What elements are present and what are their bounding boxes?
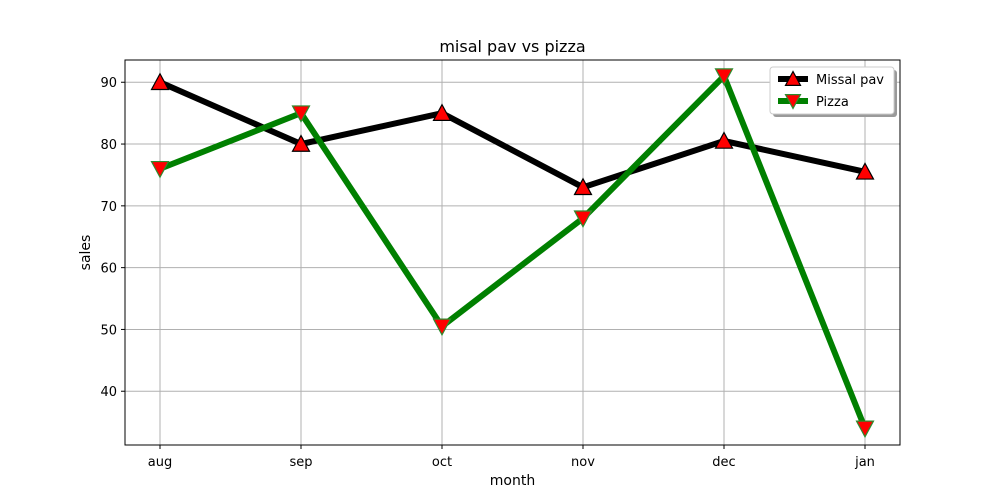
y-tick-label: 70 bbox=[100, 200, 117, 215]
x-tick-label: dec bbox=[712, 455, 735, 470]
y-tick-label: 50 bbox=[100, 323, 117, 338]
legend: Missal pav Pizza bbox=[769, 66, 897, 117]
series-0-point bbox=[291, 134, 311, 152]
x-tick-label: sep bbox=[289, 455, 312, 470]
series-0-point bbox=[714, 131, 734, 149]
x-axis-label: month bbox=[490, 473, 535, 489]
x-tick-label: nov bbox=[571, 455, 595, 470]
x-tick-label: jan bbox=[854, 455, 875, 470]
y-tick-label: 80 bbox=[100, 138, 117, 153]
series-1-point bbox=[714, 68, 734, 86]
x-tick-label: oct bbox=[432, 455, 452, 470]
series-0-point bbox=[432, 103, 452, 121]
series-1-point bbox=[291, 105, 311, 123]
series-line-1 bbox=[158, 73, 868, 430]
series-0-point bbox=[150, 72, 170, 91]
chart-title: misal pav vs pizza bbox=[439, 37, 585, 56]
legend-label-0: Missal pav bbox=[816, 73, 884, 88]
legend-marker-0 bbox=[784, 70, 802, 86]
series-1-point bbox=[432, 318, 452, 337]
series-layer bbox=[150, 68, 875, 439]
y-tick-label: 90 bbox=[100, 76, 117, 91]
series-0-point bbox=[855, 162, 875, 180]
series-1-point bbox=[573, 210, 593, 228]
legend-marker-1 bbox=[784, 94, 802, 110]
ticks: aug sep oct nov dec jan 40 50 60 70 80 90 bbox=[100, 76, 874, 470]
x-tick-label: aug bbox=[148, 455, 172, 470]
plot-frame bbox=[124, 59, 901, 446]
grid bbox=[125, 60, 900, 445]
series-0-point bbox=[573, 177, 593, 196]
series-line-0 bbox=[158, 79, 866, 191]
y-tick-label: 40 bbox=[100, 385, 117, 400]
series-1-point bbox=[855, 420, 875, 439]
y-axis-label: sales bbox=[78, 235, 94, 271]
legend-label-1: Pizza bbox=[816, 95, 849, 110]
y-tick-label: 60 bbox=[100, 262, 117, 277]
series-1-point bbox=[150, 160, 170, 179]
